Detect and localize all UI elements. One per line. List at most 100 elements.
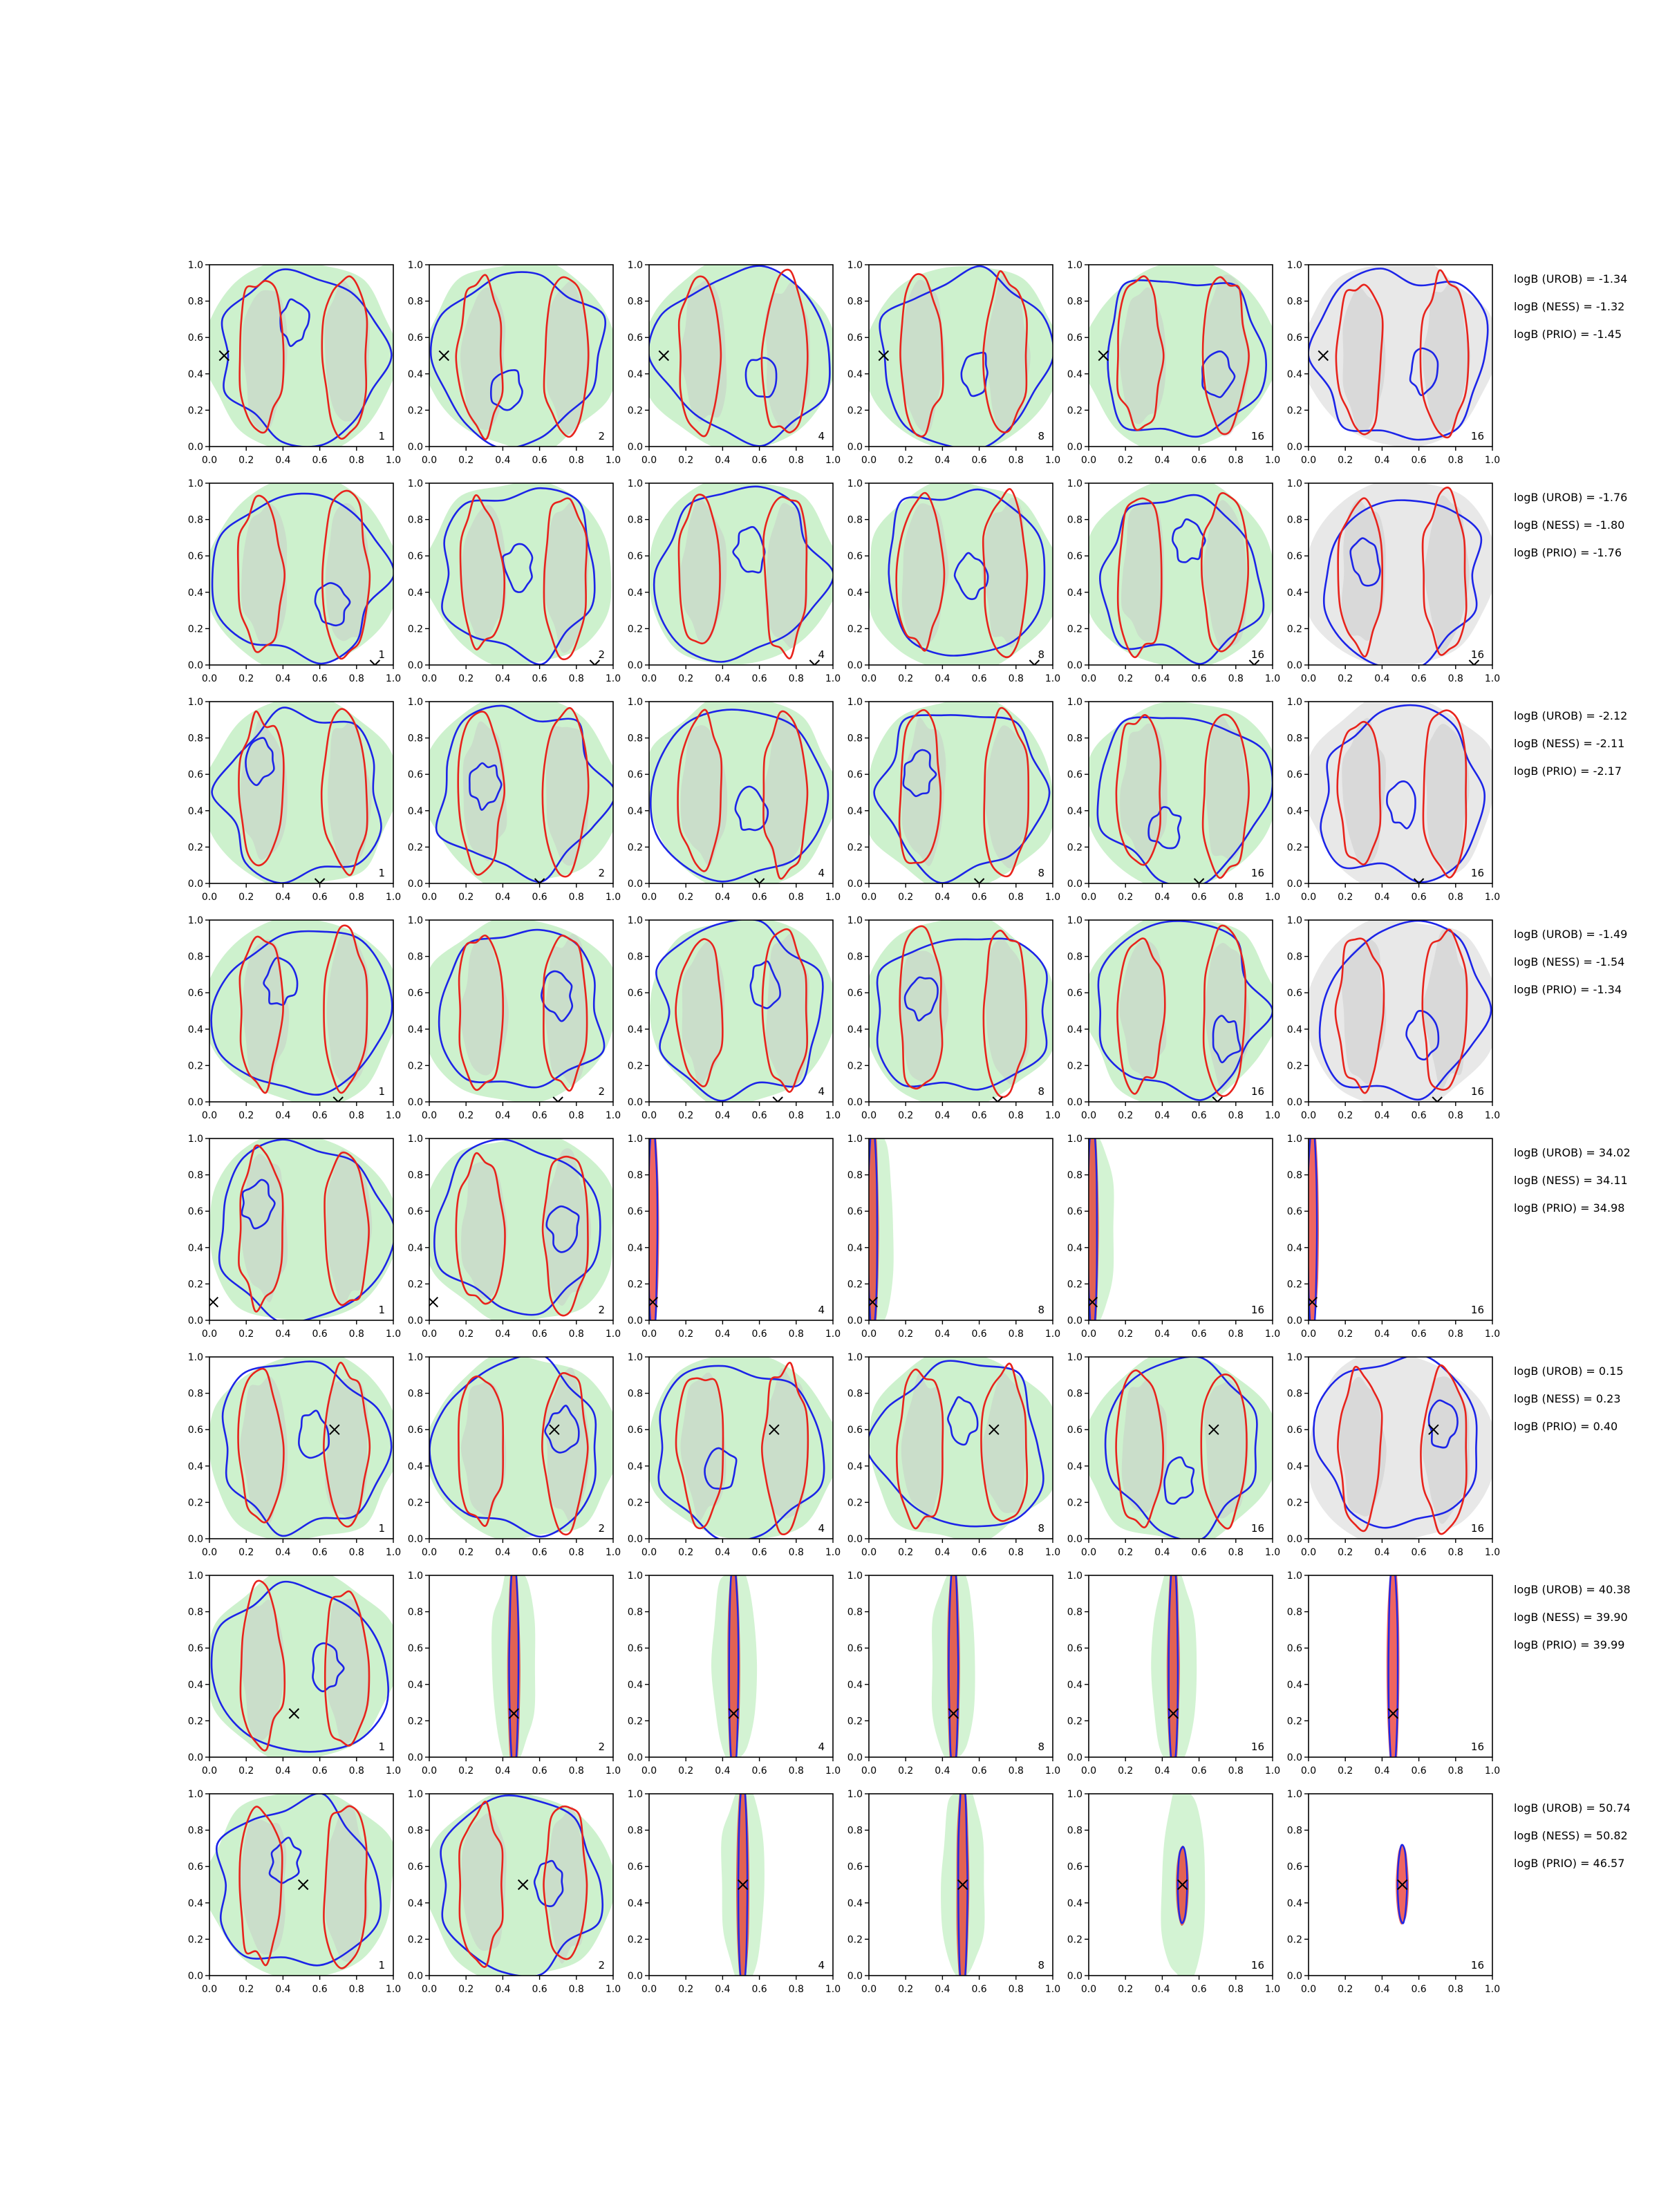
y-tick-label: 0.6	[1067, 1643, 1082, 1654]
red-contour	[899, 925, 944, 1090]
y-tick-label: 1.0	[847, 1789, 863, 1800]
x-tick-label: 0.6	[1191, 892, 1206, 903]
x-tick-label: 0.8	[1228, 1765, 1244, 1777]
true-value-marker	[314, 878, 326, 883]
x-tick-label: 0.2	[678, 1329, 693, 1340]
x-tick-label: 0.8	[1448, 1765, 1463, 1777]
x-tick-label: 1.0	[606, 455, 621, 466]
x-tick-label: 0.4	[495, 1329, 510, 1340]
x-tick-label: 1.0	[825, 1110, 841, 1121]
y-tick-label: 0.2	[1287, 1497, 1302, 1508]
y-tick-label: 0.6	[408, 988, 423, 999]
y-tick-label: 0.0	[1287, 660, 1302, 671]
x-tick-label: 0.8	[789, 1984, 804, 1995]
y-tick-label: 0.2	[188, 624, 203, 635]
true-value-marker	[438, 350, 449, 362]
red-contour	[543, 935, 588, 1092]
panel-label: 8	[1038, 1085, 1044, 1098]
x-tick-label: 0.2	[458, 1984, 474, 1995]
density-fill	[1309, 920, 1492, 1102]
y-tick-label: 0.4	[847, 1461, 863, 1472]
axes-frame	[648, 1138, 834, 1321]
red-contour	[541, 1155, 589, 1317]
red-contour	[455, 1152, 506, 1305]
y-tick-label: 1.0	[1287, 260, 1302, 271]
y-tick-label: 1.0	[408, 260, 423, 271]
density-fill	[869, 920, 1053, 1102]
density-core	[1341, 499, 1386, 641]
y-tick-label: 1.0	[1287, 1134, 1302, 1145]
density-fill	[209, 702, 393, 883]
red-contour	[1115, 714, 1162, 866]
y-tick-label: 0.8	[628, 1389, 643, 1400]
x-tick-label: 0.0	[1081, 1765, 1096, 1777]
axes-frame	[648, 701, 834, 884]
x-tick-label: 0.4	[715, 673, 730, 684]
y-tick-label: 1.0	[1287, 1352, 1302, 1363]
y-tick-label: 0.0	[847, 1315, 863, 1327]
axes-frame	[1088, 264, 1273, 447]
density-core	[982, 1372, 1027, 1514]
y-tick-label: 0.0	[1287, 1097, 1302, 1108]
y-tick-label: 0.8	[188, 297, 203, 308]
y-tick-label: 1.0	[628, 1134, 643, 1145]
red-contour	[898, 709, 942, 864]
red-contour	[727, 1575, 740, 1757]
y-tick-label: 0.8	[1287, 1826, 1302, 1837]
density-fill	[1309, 483, 1492, 665]
x-tick-label: 0.6	[312, 1329, 327, 1340]
x-tick-label: 0.4	[935, 673, 950, 684]
x-tick-label: 0.2	[238, 1984, 254, 1995]
red-contour	[543, 1805, 588, 1960]
y-tick-label: 0.6	[188, 1643, 203, 1654]
panel-label: 16	[1471, 1522, 1484, 1535]
x-tick-label: 0.6	[1191, 1110, 1206, 1121]
axes-frame	[1088, 1793, 1273, 1976]
y-tick-label: 1.0	[1287, 1571, 1302, 1582]
panel-label: 4	[818, 430, 825, 442]
blue-contour	[221, 1360, 393, 1537]
blue-contour	[1349, 537, 1381, 587]
x-tick-label: 1.0	[1485, 892, 1500, 903]
y-tick-label: 0.2	[1287, 1934, 1302, 1945]
y-tick-label: 0.0	[408, 1752, 423, 1763]
x-tick-label: 1.0	[825, 1329, 841, 1340]
red-contour	[980, 1362, 1029, 1522]
x-tick-label: 0.6	[532, 1547, 547, 1558]
panel-r8-c5: 0.0 0.2 0.4 0.6 0.8 1.0 0.0 0.2 0.4 0.6 0.8 1.0 16	[1067, 1789, 1280, 1995]
y-tick-label: 1.0	[408, 1352, 423, 1363]
x-tick-label: 0.2	[238, 1110, 254, 1121]
blue-contour	[657, 1365, 825, 1539]
x-tick-label: 0.6	[971, 1110, 986, 1121]
x-tick-label: 0.0	[1301, 455, 1316, 466]
y-tick-label: 0.4	[1067, 1024, 1082, 1035]
density-core	[901, 1374, 944, 1522]
y-tick-label: 0.2	[1287, 1060, 1302, 1071]
y-tick-label: 0.0	[188, 1752, 203, 1763]
blue-contour	[1405, 1010, 1440, 1061]
x-tick-label: 0.8	[1009, 673, 1024, 684]
density-fill	[1089, 920, 1273, 1102]
panel-label: 1	[378, 867, 385, 879]
x-tick-label: 0.0	[861, 1547, 877, 1558]
true-value-marker	[589, 659, 601, 665]
x-tick-label: 0.2	[898, 455, 913, 466]
red-contour	[896, 1368, 944, 1530]
density-fill	[650, 920, 833, 1102]
x-tick-label: 0.6	[532, 1984, 547, 1995]
x-tick-label: 0.8	[569, 673, 584, 684]
panel-label: 2	[598, 430, 605, 442]
y-tick-label: 0.0	[847, 1971, 863, 1982]
x-tick-label: 0.6	[1411, 455, 1426, 466]
y-tick-label: 0.4	[188, 1024, 203, 1035]
y-tick-label: 0.4	[188, 369, 203, 380]
panel-label: 16	[1251, 867, 1264, 879]
axes-frame	[429, 1138, 614, 1321]
blue-contour	[655, 920, 824, 1102]
y-tick-label: 0.8	[408, 515, 423, 526]
density-core	[679, 279, 727, 422]
panel-label: 2	[598, 1741, 605, 1753]
y-tick-label: 1.0	[188, 478, 203, 489]
blue-contour	[737, 1794, 749, 1976]
red-contour	[239, 1580, 286, 1752]
